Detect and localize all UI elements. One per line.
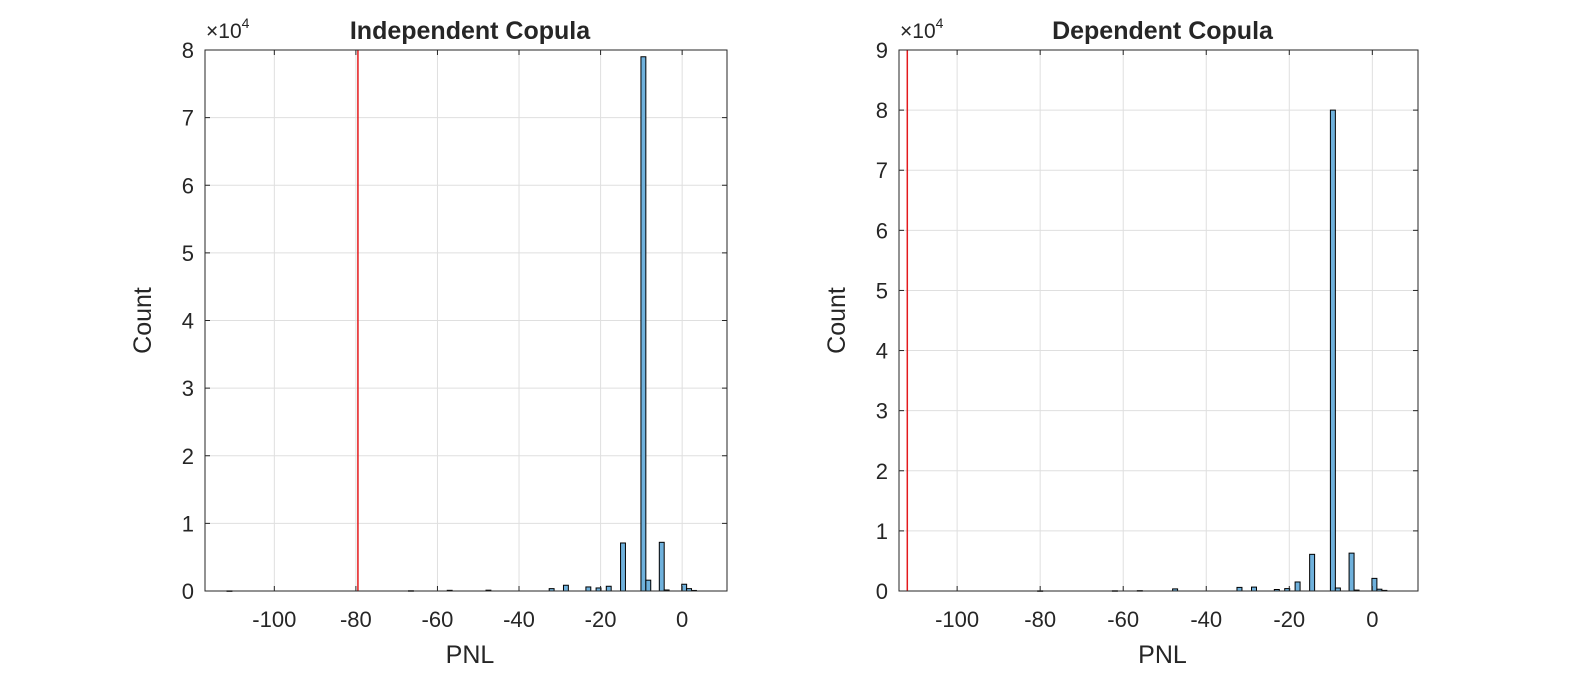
y-exponent-base: ×10 — [206, 20, 242, 43]
y-tick-label: 5 — [182, 241, 194, 266]
y-tick-label: 8 — [876, 98, 888, 123]
x-tick-label: -60 — [1107, 607, 1139, 632]
y-tick-label: 6 — [182, 173, 194, 198]
histogram-bar — [620, 542, 626, 592]
chart-title: Dependent Copula — [1052, 17, 1274, 45]
y-tick-label: 3 — [876, 399, 888, 424]
histogram-bar — [562, 584, 569, 592]
x-tick-label: -100 — [252, 607, 296, 632]
y-tick-label: 0 — [876, 579, 888, 604]
histogram-bar — [1329, 109, 1336, 592]
y-tick-label: 2 — [876, 459, 888, 484]
x-tick-label: -20 — [585, 607, 617, 632]
x-tick-label: -40 — [1190, 607, 1222, 632]
y-tick-label: 4 — [182, 309, 194, 334]
plot-area — [899, 50, 1418, 591]
histogram-bar — [645, 579, 652, 592]
y-exponent-power: 4 — [242, 15, 250, 31]
x-tick-label: -20 — [1273, 607, 1305, 632]
histogram-bar — [585, 586, 592, 592]
y-tick-label: 7 — [876, 158, 888, 183]
x-tick-label: -40 — [503, 607, 535, 632]
y-tick-label: 5 — [876, 278, 888, 303]
histogram-bar — [1251, 586, 1257, 592]
y-exponent-label: ×104 — [206, 15, 250, 43]
x-tick-label: -100 — [935, 607, 979, 632]
x-axis-label: PNL — [446, 641, 495, 669]
axes-box — [898, 49, 1419, 592]
histogram-bar — [605, 585, 612, 592]
y-tick-label: 3 — [182, 376, 194, 401]
y-tick-label: 9 — [876, 38, 888, 63]
y-tick-label: 1 — [182, 511, 194, 536]
y-tick-label: 0 — [182, 579, 194, 604]
y-exponent-label: ×104 — [900, 15, 944, 43]
y-axis-label: Count — [823, 287, 851, 354]
y-tick-label: 4 — [876, 339, 888, 364]
y-tick-label: 7 — [182, 106, 194, 131]
y-tick-label: 6 — [876, 218, 888, 243]
x-tick-label: -80 — [1024, 607, 1056, 632]
x-tick-label: 0 — [1366, 607, 1378, 632]
histogram-bar — [658, 541, 665, 592]
x-tick-label: -60 — [422, 607, 454, 632]
x-tick-label: -80 — [340, 607, 372, 632]
histogram-bar — [1348, 552, 1355, 592]
histogram-bar — [1309, 553, 1316, 592]
chart-title: Independent Copula — [350, 17, 591, 45]
y-exponent-base: ×10 — [900, 20, 936, 43]
y-axis-label: Count — [129, 287, 157, 354]
histogram-bar — [640, 56, 647, 592]
y-tick-label: 2 — [182, 444, 194, 469]
histogram-bar — [1236, 586, 1243, 592]
y-tick-label: 8 — [182, 38, 194, 63]
y-exponent-power: 4 — [936, 15, 944, 31]
histogram-bar — [1294, 581, 1301, 592]
x-tick-label: 0 — [676, 607, 688, 632]
y-tick-label: 1 — [876, 519, 888, 544]
x-axis-label: PNL — [1138, 641, 1187, 669]
